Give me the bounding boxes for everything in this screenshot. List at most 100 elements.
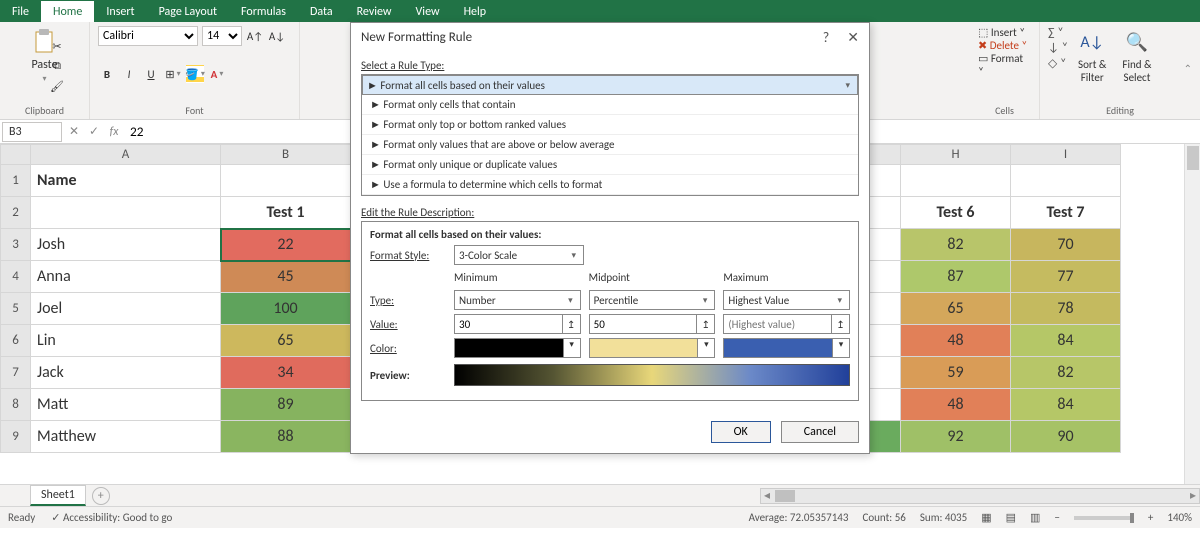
zoom-in-button[interactable]: + (1148, 511, 1153, 524)
mid-ref-icon[interactable]: ↥ (697, 314, 715, 334)
zoom-level[interactable]: 140% (1167, 511, 1192, 524)
clear-icon[interactable]: ◇ ˅ (1048, 56, 1068, 71)
max-type-select[interactable]: Highest Value (723, 290, 850, 310)
status-bar: Ready ✓ Accessibility: Good to go Averag… (0, 506, 1200, 528)
cells-group-label: Cells (978, 102, 1031, 117)
fx-icon[interactable]: fx (104, 125, 124, 139)
underline-button[interactable]: U (142, 65, 160, 83)
tab-page-layout[interactable]: Page Layout (147, 1, 229, 22)
view-break-icon[interactable]: ▥ (1030, 511, 1040, 524)
vertical-scrollbar[interactable] (1184, 144, 1200, 484)
status-sum: Sum: 4035 (920, 511, 967, 524)
row-header[interactable]: 8 (1, 389, 31, 421)
value-label: Value: (370, 318, 448, 331)
min-value-input[interactable] (454, 314, 563, 334)
rule-type-item[interactable]: ► Format all cells based on their values (362, 75, 858, 95)
border-button[interactable]: ⊞ (164, 65, 182, 83)
name-box[interactable]: B3 (2, 122, 62, 142)
row-header[interactable]: 9 (1, 421, 31, 453)
row-header[interactable]: 3 (1, 229, 31, 261)
status-count: Count: 56 (862, 511, 905, 524)
zoom-out-button[interactable]: − (1054, 511, 1059, 524)
rule-type-item[interactable]: ► Use a formula to determine which cells… (362, 175, 858, 195)
column-header[interactable]: B (221, 145, 351, 165)
row-header[interactable]: 7 (1, 357, 31, 389)
format-style-label: Format Style: (370, 249, 448, 262)
mid-color-select[interactable] (589, 338, 716, 358)
tab-file[interactable]: File (0, 1, 41, 22)
tab-help[interactable]: Help (452, 1, 499, 22)
delete-cells-button[interactable]: ✖ Delete ˅ (978, 39, 1027, 52)
row-header[interactable]: 6 (1, 325, 31, 357)
collapse-ribbon-icon[interactable]: ⌃ (1184, 62, 1192, 75)
row-header[interactable]: 1 (1, 165, 31, 197)
row-header[interactable]: 5 (1, 293, 31, 325)
min-type-select[interactable]: Number (454, 290, 581, 310)
sheet-tab[interactable]: Sheet1 (30, 485, 86, 506)
bold-button[interactable]: B (98, 65, 116, 83)
row-header[interactable]: 2 (1, 197, 31, 229)
row-header[interactable]: 4 (1, 261, 31, 293)
font-size-select[interactable]: 14 (202, 26, 242, 46)
rule-type-item[interactable]: ► Format only cells that contain (362, 95, 858, 115)
select-rule-type-label: Select a Rule Type: (361, 59, 859, 72)
font-group-label: Font (98, 102, 291, 117)
cut-icon[interactable]: ✂ (48, 37, 66, 55)
add-sheet-button[interactable]: + (92, 487, 110, 505)
find-select-button[interactable]: 🔍 Find & Select (1116, 26, 1157, 86)
status-accessibility: ✓ Accessibility: Good to go (51, 511, 172, 524)
column-header[interactable]: I (1011, 145, 1121, 165)
copy-icon[interactable]: ⧉ (48, 57, 66, 75)
dialog-close-icon[interactable]: ✕ (847, 29, 859, 46)
column-header[interactable]: A (31, 145, 221, 165)
editing-group-label: Editing (1048, 102, 1192, 117)
tab-formulas[interactable]: Formulas (229, 1, 298, 22)
dialog-help-icon[interactable]: ? (823, 29, 830, 46)
decrease-font-icon[interactable]: A↓ (268, 27, 286, 45)
fill-icon[interactable]: ↓ ˅ (1048, 41, 1068, 55)
sort-filter-button[interactable]: A↓ Sort & Filter (1072, 26, 1112, 86)
tab-home[interactable]: Home (41, 1, 94, 22)
rule-type-item[interactable]: ► Format only values that are above or b… (362, 135, 858, 155)
horizontal-scrollbar[interactable]: ◂▸ (760, 488, 1200, 504)
ok-button[interactable]: OK (711, 421, 771, 443)
mid-value-input[interactable] (589, 314, 698, 334)
tab-insert[interactable]: Insert (94, 1, 146, 22)
tab-data[interactable]: Data (298, 1, 345, 22)
color-label: Color: (370, 342, 448, 355)
italic-button[interactable]: I (120, 65, 138, 83)
confirm-entry-icon[interactable]: ✓ (84, 124, 104, 139)
rule-type-list[interactable]: ► Format all cells based on their values… (361, 74, 859, 196)
clipboard-group-label: Clipboard (8, 102, 81, 117)
column-header[interactable]: H (901, 145, 1011, 165)
format-cells-button[interactable]: ▭ Format ˅ (978, 52, 1031, 78)
max-value-input[interactable] (723, 314, 832, 334)
max-color-select[interactable] (723, 338, 850, 358)
tab-review[interactable]: Review (345, 1, 404, 22)
min-ref-icon[interactable]: ↥ (563, 314, 581, 334)
cancel-entry-icon[interactable]: ✕ (64, 124, 84, 139)
view-normal-icon[interactable]: ▦ (981, 511, 991, 524)
insert-cells-button[interactable]: ⬚ Insert ˅ (978, 26, 1025, 39)
desc-title: Format all cells based on their values: (370, 228, 850, 241)
sheet-tab-bar: Sheet1 + ◂▸ (0, 484, 1200, 506)
zoom-slider[interactable] (1074, 516, 1134, 520)
font-name-select[interactable]: Calibri (98, 26, 198, 46)
edit-rule-desc-label: Edit the Rule Description: (361, 206, 859, 219)
rule-type-item[interactable]: ► Format only top or bottom ranked value… (362, 115, 858, 135)
min-color-select[interactable] (454, 338, 581, 358)
increase-font-icon[interactable]: A↑ (246, 27, 264, 45)
font-color-button[interactable]: A (208, 65, 226, 83)
mid-type-select[interactable]: Percentile (589, 290, 716, 310)
tab-view[interactable]: View (404, 1, 452, 22)
format-painter-icon[interactable]: 🖌 (48, 77, 66, 95)
fill-color-button[interactable]: 🪣 (186, 65, 204, 83)
autosum-icon[interactable]: ∑ ˅ (1048, 26, 1068, 40)
max-ref-icon[interactable]: ↥ (832, 314, 850, 334)
format-style-select[interactable]: 3-Color Scale (454, 245, 584, 265)
ribbon-tabs: FileHomeInsertPage LayoutFormulasDataRev… (0, 0, 1200, 22)
new-formatting-rule-dialog: New Formatting Rule ? ✕ Select a Rule Ty… (350, 22, 870, 454)
view-page-icon[interactable]: ▤ (1006, 511, 1016, 524)
rule-type-item[interactable]: ► Format only unique or duplicate values (362, 155, 858, 175)
cancel-button[interactable]: Cancel (781, 421, 859, 443)
